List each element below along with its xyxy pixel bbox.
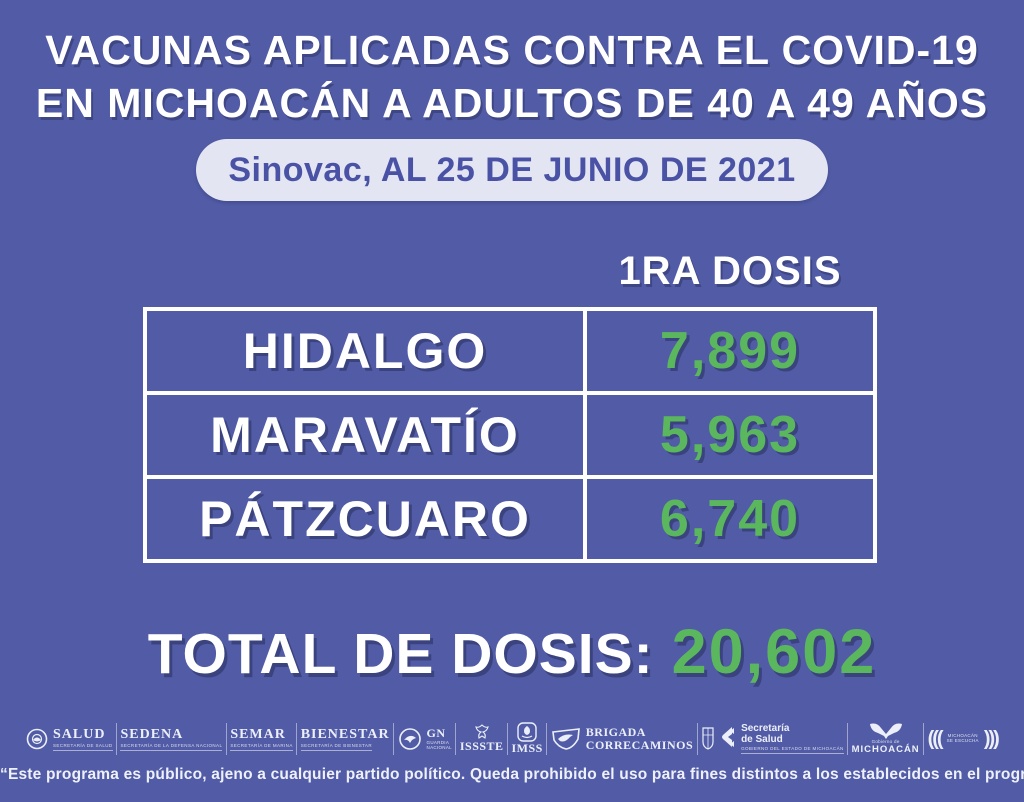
logo-gobierno-michoacan: Gobierno de MICHOACÁN: [852, 722, 920, 755]
mexico-seal-icon: [26, 728, 48, 750]
date-pill-text: Sinovac, AL 25 DE JUNIO DE 2021: [228, 150, 796, 189]
gn-wordmark: GN: [426, 726, 446, 741]
sound-wave-left-icon: (((: [927, 728, 944, 750]
brigada-wordmark-line1: BRIGADA: [585, 724, 646, 739]
salud-subtitle: SECRETARÍA DE SALUD: [53, 743, 113, 752]
logo-semar: SEMAR SECRETARÍA DE MARINA: [230, 726, 293, 752]
michoacan-coat-of-arms-icon: [702, 727, 714, 750]
logo-divider: [225, 723, 227, 755]
brigada-shield-icon: [551, 728, 580, 750]
table-row-municipality: MARAVATÍO: [147, 395, 583, 475]
table-row-municipality: HIDALGO: [147, 311, 583, 391]
salud-wordmark: SALUD: [53, 726, 106, 742]
sedena-subtitle: SECRETARÍA DE LA DEFENSA NACIONAL: [120, 743, 223, 752]
table-row-first-dose: 6,740: [587, 479, 873, 559]
salud-k-chevron-icon: [722, 727, 735, 747]
institution-logo-bar: SALUD SECRETARÍA DE SALUD SEDENA SECRETA…: [26, 714, 1000, 764]
imss-wordmark: IMSS: [511, 741, 543, 756]
se-escucha-line1: MICHOACÁN: [947, 733, 978, 739]
michoacan-wordmark: MICHOACÁN: [851, 744, 920, 756]
logo-divider: [507, 723, 509, 755]
table-row-municipality: PÁTZCUARO: [147, 479, 583, 559]
gobierno-de-label: Gobierno de: [871, 739, 900, 745]
logo-divider: [455, 723, 457, 755]
gn-subtitle-line2: NACIONAL: [426, 744, 452, 750]
logo-bienestar: BIENESTAR SECRETARÍA DE BIENESTAR: [300, 726, 390, 752]
logo-divider: [923, 723, 925, 755]
date-pill: Sinovac, AL 25 DE JUNIO DE 2021: [196, 139, 828, 201]
logo-salud: SALUD SECRETARÍA DE SALUD: [26, 726, 113, 752]
logo-secretaria-salud-michoacan: Secretaría de Salud GOBIERNO DEL ESTADO …: [701, 724, 844, 754]
poster-title: VACUNAS APLICADAS CONTRA EL COVID-19 EN …: [0, 24, 1024, 130]
logo-sedena: SEDENA SECRETARÍA DE LA DEFENSA NACIONAL: [120, 726, 223, 752]
total-doses: TOTAL DE DOSIS: 20,602: [0, 616, 1024, 688]
issste-emblem-icon: [474, 724, 489, 740]
imss-eagle-icon: [517, 722, 537, 743]
logo-imss: IMSS: [512, 722, 543, 755]
table-row-first-dose: 5,963: [587, 395, 873, 475]
se-escucha-line2: SE ESCUCHA: [946, 738, 979, 743]
ss-michoacan-line2: de Salud: [741, 733, 783, 745]
poster-title-line2: EN MICHOACÁN A ADULTOS DE 40 A 49 AÑOS: [35, 80, 989, 126]
vaccine-table: HIDALGO 7,899 MARAVATÍO 5,963 PÁTZCUARO …: [143, 307, 877, 563]
column-header-first-dose: 1RA DOSIS: [618, 249, 842, 293]
logo-divider: [696, 723, 698, 755]
logo-divider: [296, 723, 298, 755]
logo-divider: [847, 723, 849, 755]
logo-issste: ISSSTE: [460, 724, 504, 753]
total-doses-label: TOTAL DE DOSIS:: [147, 622, 654, 686]
monarch-butterfly-icon: [869, 723, 902, 740]
legal-disclaimer: “Este programa es público, ajeno a cualq…: [0, 766, 1024, 783]
ss-michoacan-line1: Secretaría: [741, 723, 790, 735]
total-doses-value: 20,602: [671, 617, 877, 687]
issste-wordmark: ISSSTE: [459, 739, 504, 754]
bienestar-subtitle: SECRETARÍA DE BIENESTAR: [300, 743, 372, 752]
sedena-wordmark: SEDENA: [120, 726, 184, 742]
guardia-nacional-bird-icon: [398, 728, 421, 750]
bienestar-wordmark: BIENESTAR: [300, 726, 390, 742]
brigada-wordmark-line2: CORRECAMINOS: [585, 738, 694, 752]
logo-michoacan-se-escucha: ((( MICHOACÁN SE ESCUCHA ))): [927, 728, 1000, 750]
poster-title-line1: VACUNAS APLICADAS CONTRA EL COVID-19: [45, 27, 979, 73]
semar-subtitle: SECRETARÍA DE MARINA: [230, 743, 293, 752]
table-row-first-dose: 7,899: [587, 311, 873, 391]
logo-brigada-correcaminos: BRIGADA CORRECAMINOS: [551, 724, 694, 752]
ss-michoacan-subtitle: GOBIERNO DEL ESTADO DE MICHOACÁN: [741, 746, 844, 754]
logo-divider: [393, 723, 395, 755]
logo-divider: [116, 723, 117, 755]
sound-wave-right-icon: ))): [983, 728, 1000, 750]
gn-subtitle-line1: GUARDIA: [426, 739, 450, 745]
logo-divider: [546, 723, 548, 755]
semar-wordmark: SEMAR: [230, 726, 286, 742]
logo-guardia-nacional: GN GUARDIA NACIONAL: [398, 727, 452, 751]
